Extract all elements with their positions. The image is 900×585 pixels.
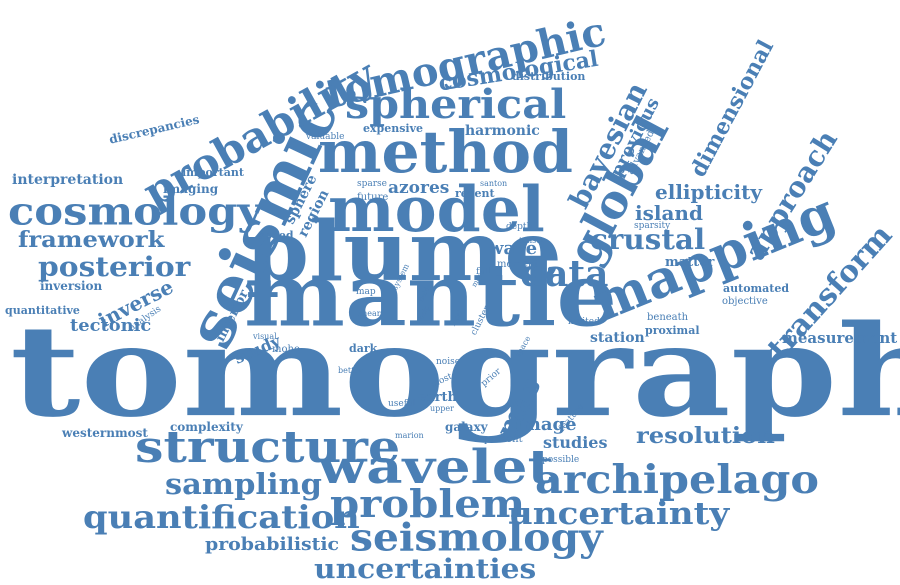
word-imaging: imaging <box>163 182 219 196</box>
word-measurement: measurement <box>782 329 898 347</box>
word-sparse: sparse <box>357 179 387 189</box>
word-spherical: spherical <box>345 81 567 128</box>
word-distribution: distribution <box>512 70 586 83</box>
word-framework: framework <box>18 227 165 253</box>
word-quantitative: quantitative <box>5 304 80 317</box>
word-ellipticity: ellipticity <box>655 180 762 204</box>
word-island: island <box>635 201 703 225</box>
word-probabilistic: probabilistic <box>205 534 340 555</box>
word-limited: limited <box>568 317 600 327</box>
word-visual: visual <box>253 332 277 341</box>
word-dimensional: dimensional <box>685 35 780 182</box>
word-earth: earth <box>418 390 457 405</box>
word-wave: wave <box>488 238 538 259</box>
word-inversion: inversion <box>40 279 103 293</box>
word-problem: problem <box>330 481 526 526</box>
word-valuable: valuable <box>306 132 345 142</box>
word-sparsity: sparsity <box>634 221 671 231</box>
word-plume: plume <box>246 204 562 300</box>
word-better: better <box>338 366 363 375</box>
word-tectonic: tectonic <box>70 316 152 336</box>
word-depth: depth <box>506 222 533 232</box>
word-recent: recent <box>455 187 495 200</box>
word-full: full <box>476 267 491 277</box>
word-important: important <box>182 166 244 179</box>
word-matter: matter <box>665 255 715 270</box>
word-tensor: tensor <box>519 236 545 245</box>
word-future: future <box>357 192 389 203</box>
word-method: method <box>318 119 573 187</box>
word-objective: objective <box>722 296 768 307</box>
word-moho: moho <box>272 344 300 355</box>
word-azores: azores <box>388 178 450 198</box>
word-noise: noise <box>436 357 461 367</box>
word-mantle: mantle <box>244 244 618 348</box>
word-cosmology: cosmology <box>8 189 263 234</box>
word-uncertainty: uncertainty <box>508 496 730 532</box>
word-wavelet: wavelet <box>318 439 554 495</box>
word-posterior: posterior <box>38 252 191 283</box>
word-shear: shear <box>358 309 381 318</box>
word-image: image <box>515 414 577 435</box>
word-discrepancies: discrepancies <box>107 112 201 147</box>
word-expensive: expensive <box>363 122 424 135</box>
word-present: present <box>484 434 523 445</box>
word-beneath: beneath <box>647 312 689 323</box>
word-interpretation: interpretation <box>12 172 124 188</box>
word-crustal: crustal <box>590 223 706 256</box>
word-sampling: sampling <box>165 467 322 501</box>
word-useful: useful <box>388 399 416 409</box>
word-possible: possible <box>542 455 580 465</box>
word-proximal: proximal <box>645 324 700 337</box>
word-map: map <box>356 287 376 297</box>
word-resolution: resolution <box>636 423 775 449</box>
word-studies: studies <box>543 433 608 452</box>
word-quantification: quantification <box>83 498 360 536</box>
word-tomography: tomography <box>10 296 900 445</box>
word-westernmost: westernmost <box>62 426 148 440</box>
word-santon: santon <box>480 179 508 188</box>
word-data: data <box>520 253 609 295</box>
word-structure: structure <box>135 421 401 473</box>
word-upper: upper <box>430 404 454 413</box>
word-speed: speed <box>258 229 294 242</box>
word-seismology: seismology <box>350 515 603 561</box>
word-uncertainties: uncertainties <box>314 554 537 585</box>
word-dark: dark <box>349 342 378 355</box>
word-moment: moment <box>497 259 539 270</box>
word-harmonic: harmonic <box>465 123 540 139</box>
word-galaxy: galaxy <box>445 420 488 434</box>
word-marion: marion <box>395 431 424 440</box>
word-complexity: complexity <box>170 420 243 434</box>
word-model: model <box>328 172 545 246</box>
word-station: station <box>590 330 645 346</box>
word-automated: automated <box>723 282 790 295</box>
word-archipelago: archipelago <box>535 457 820 503</box>
